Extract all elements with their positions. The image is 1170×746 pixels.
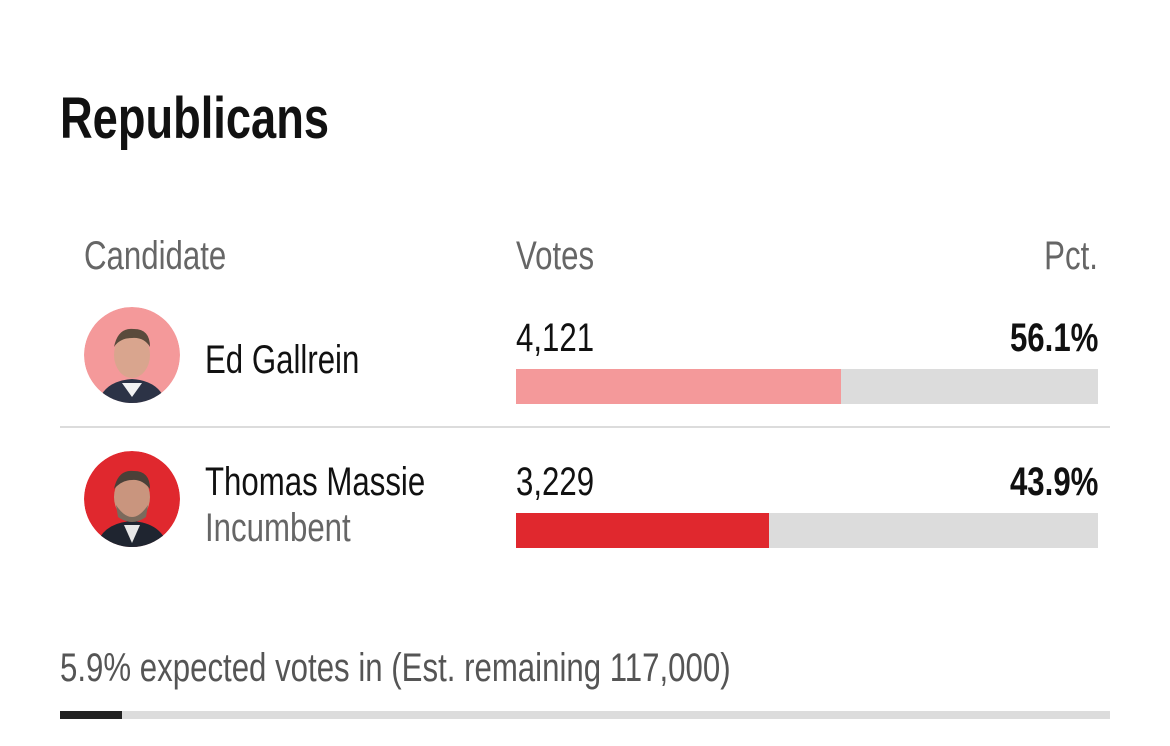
avatar xyxy=(84,451,180,547)
bar-track xyxy=(516,513,1098,548)
pct-label: 43.9% xyxy=(1009,460,1098,504)
reporting-text: expected votes in (Est. remaining 117,00… xyxy=(131,646,731,690)
reporting-pct: 5.9% xyxy=(60,646,132,690)
candidate-note: Incumbent xyxy=(205,506,351,550)
header: Votes xyxy=(516,234,595,278)
avatar-image xyxy=(84,307,180,403)
header: Pct. xyxy=(1044,234,1098,278)
avatar xyxy=(84,307,180,403)
footer-text: 5.9% expected votes in (Est. remaining 1… xyxy=(60,648,731,688)
header: Candidate xyxy=(84,234,227,278)
bar xyxy=(516,369,841,404)
separator xyxy=(60,426,1110,428)
progress-track xyxy=(60,711,1110,719)
bar-track xyxy=(516,369,1098,404)
votes: 4,121 xyxy=(516,316,595,360)
candidate-name: Thomas Massie xyxy=(205,460,426,504)
section-title: Republicans xyxy=(60,86,329,151)
bar xyxy=(60,711,122,719)
avatar-image xyxy=(84,451,180,547)
bar xyxy=(516,513,770,548)
pct-label: 56.1% xyxy=(1009,316,1098,360)
votes: 3,229 xyxy=(516,460,595,504)
candidate-name: Ed Gallrein xyxy=(205,338,360,382)
